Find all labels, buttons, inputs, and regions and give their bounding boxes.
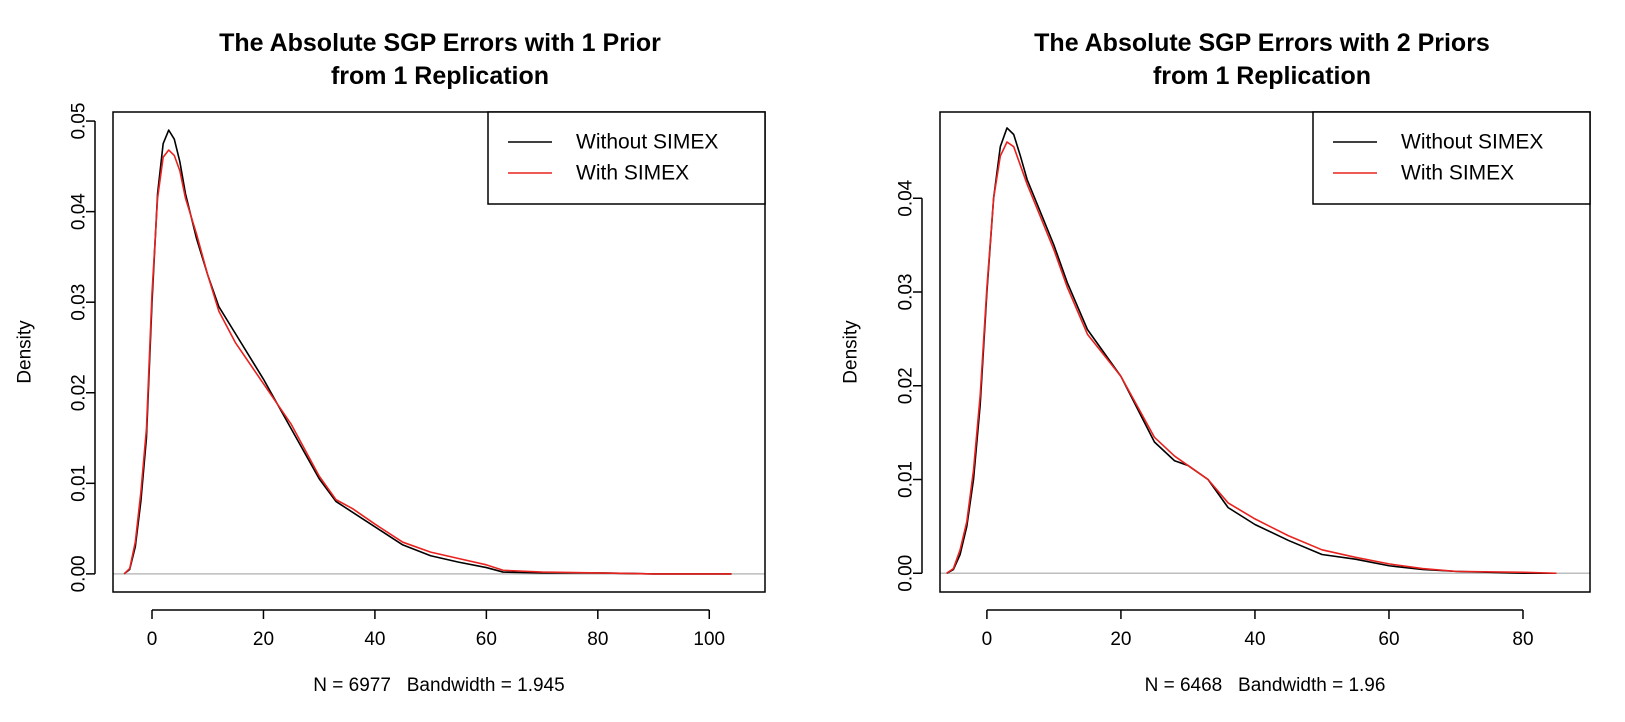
x-tick-label: 60 [476,629,497,650]
x-tick-label: 0 [147,629,158,650]
series-line-with-simex [123,149,732,575]
y-tick-label: 0.03 [896,274,917,311]
y-axis-label: Density [15,320,36,384]
legend-label: With SIMEX [576,162,689,185]
x-tick-label: 80 [1512,629,1533,650]
y-tick-label: 0.05 [69,103,90,140]
x-tick-label: 40 [1244,629,1265,650]
legend-label: With SIMEX [1401,162,1514,185]
x-tick-label: 20 [253,629,274,650]
y-axis-label: Density [841,320,862,384]
y-tick-label: 0.04 [69,193,90,230]
x-tick-label: 80 [587,629,608,650]
y-tick-label: 0.00 [896,555,917,592]
plot-frame [112,111,766,593]
density-plot-1-prior: The Absolute SGP Errors with 1 Prior from… [15,29,766,696]
chart-title-line: The Absolute SGP Errors with 1 Prior [219,29,661,57]
y-tick-label: 0.01 [69,465,90,502]
x-tick-label: 20 [1110,629,1131,650]
density-plot-2-priors: The Absolute SGP Errors with 2 Priors fro… [841,29,1591,696]
y-tick-label: 0.04 [896,179,917,216]
x-tick-label: 60 [1378,629,1399,650]
chart-title-line: from 1 Replication [1153,62,1371,90]
y-tick-label: 0.02 [69,374,90,411]
plot-frame [939,111,1591,593]
x-tick-label: 100 [693,629,725,650]
y-tick-label: 0.00 [69,555,90,592]
x-tick-label: 40 [364,629,385,650]
legend-label: Without SIMEX [576,131,718,154]
y-tick-label: 0.01 [896,461,917,498]
y-tick-label: 0.02 [896,367,917,404]
chart-title-line: from 1 Replication [331,62,549,90]
x-tick-label: 0 [982,629,993,650]
legend-label: Without SIMEX [1401,131,1543,154]
series-line-with-simex [946,141,1557,575]
x-axis-label: N = 6468 Bandwidth = 1.96 [1145,675,1386,696]
x-axis-label: N = 6977 Bandwidth = 1.945 [313,675,564,696]
legend-box [1312,111,1591,205]
chart-title-line: The Absolute SGP Errors with 2 Priors [1034,29,1490,57]
y-tick-label: 0.03 [69,284,90,321]
legend-box [487,111,766,205]
